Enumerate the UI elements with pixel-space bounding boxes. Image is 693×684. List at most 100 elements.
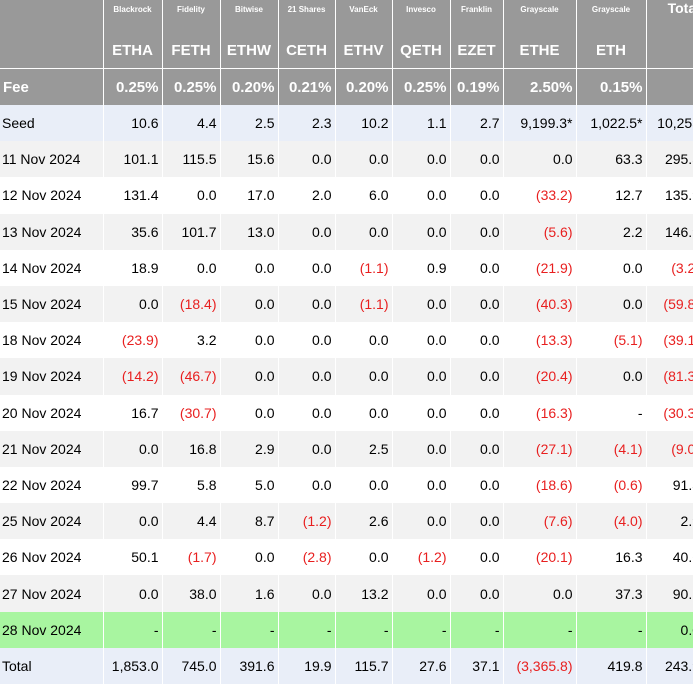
table-row: 20 Nov 2024 16.7 (30.7) 0.0 0.0 0.0 0.0 0.0 (16.… <box>0 394 693 431</box>
total-cell: 40.6 <box>672 549 693 566</box>
fee-cell: 0.21% <box>278 68 336 105</box>
ticker-header: QETH <box>392 32 451 69</box>
flow-cell: 1.6 <box>220 575 279 612</box>
flow-cell: 0.0 <box>335 141 393 178</box>
fee-cell: 2.50% <box>503 68 577 105</box>
flow-cell: 0.0 <box>335 539 393 576</box>
flow-cell: 0.0 <box>450 249 504 286</box>
flow-cell: (7.6) <box>503 503 577 540</box>
fee-cell: 0.25% <box>103 68 163 105</box>
corner-cell <box>0 32 104 69</box>
ticker-header: CETH <box>278 32 336 69</box>
flow-cell: 0.0 <box>278 358 336 395</box>
flow-cell: (30.7) <box>162 394 221 431</box>
flow-cell: 0.0 <box>392 285 451 323</box>
row-label: 12 Nov 2024 <box>0 177 104 214</box>
flow-cell: 745.0 <box>162 647 221 684</box>
flow-cell: 0.0 <box>335 213 393 250</box>
total-cell: (3.2) <box>671 259 693 276</box>
table-row: 12 Nov 2024 131.4 0.0 17.0 2.0 6.0 0.0 0.0 (33.2… <box>0 177 693 214</box>
issuer-header-row: Blackrock Fidelity Bitwise 21 Shares Van… <box>0 0 693 32</box>
flow-cell: - <box>220 611 279 648</box>
row-label: 21 Nov 2024 <box>0 430 104 467</box>
fee-cell: 0.19% <box>450 68 504 105</box>
flow-cell: 0.0 <box>278 322 336 359</box>
ticker-header: FETH <box>162 32 221 69</box>
flow-cell: 0.0 <box>450 575 504 612</box>
flow-cell: 0.0 <box>450 394 504 431</box>
flow-cell: (3,365.8) <box>503 647 577 684</box>
flow-cell: 0.0 <box>576 358 647 395</box>
flow-cell: 38.0 <box>162 575 221 612</box>
row-label: 27 Nov 2024 <box>0 575 104 612</box>
flow-cell: 2.6 <box>335 503 393 540</box>
row-label: 25 Nov 2024 <box>0 503 104 540</box>
ticker-header: ETHA <box>103 32 163 69</box>
total-cell: 146.9 <box>646 213 693 250</box>
ticker-header: ETHW <box>220 32 279 69</box>
flow-cell: 19.9 <box>278 647 336 684</box>
issuer-header: Grayscale <box>503 0 577 32</box>
fee-cell: 0.25% <box>392 68 451 105</box>
flow-cell: 16.3 <box>576 539 647 576</box>
corner-cell <box>0 0 104 32</box>
issuer-header: Blackrock <box>103 0 163 32</box>
total-cell: 90.1 <box>646 575 693 612</box>
table-row: 22 Nov 2024 99.7 5.8 5.0 0.0 0.0 0.0 0.0 (18.6)(… <box>0 466 693 504</box>
flow-cell: 9,199.3* <box>503 105 577 142</box>
flow-cell: 1.1 <box>392 105 451 142</box>
flow-cell: (20.1) <box>503 539 577 576</box>
flow-cell: - <box>576 611 647 648</box>
flow-cell: 13.2 <box>335 575 393 612</box>
flow-cell: 115.5 <box>162 141 221 178</box>
flow-cell: (1.1) <box>335 285 393 323</box>
flow-cell: 0.0 <box>335 358 393 395</box>
row-label: Seed <box>0 105 104 142</box>
flow-cell: 101.1 <box>103 141 163 178</box>
flow-cell: 27.6 <box>392 647 451 684</box>
issuer-header: Grayscale <box>576 0 647 32</box>
issuer-header: Invesco <box>392 0 451 32</box>
ticker-header: ETHV <box>335 32 393 69</box>
ticker-header: ETHE <box>503 32 577 69</box>
flow-cell: 0.0 <box>450 213 504 250</box>
row-label: 11 Nov 2024 <box>0 141 104 178</box>
flow-cell: - <box>103 611 163 648</box>
flow-cell: (14.2) <box>103 358 163 395</box>
flow-cell: 0.0 <box>576 249 647 286</box>
flow-cell: (13.3) <box>503 322 577 359</box>
table-row: 14 Nov 2024 18.9 0.0 0.0 0.0 (1.1) 0.9 0.0 (21.9… <box>0 249 693 286</box>
flow-cell: (1.2) <box>392 539 451 576</box>
flow-cell: 0.0 <box>278 285 336 323</box>
total-cell: (81.3) <box>646 358 693 395</box>
issuer-header: VanEck <box>335 0 393 32</box>
flow-cell: (46.7) <box>162 358 221 395</box>
flow-cell: (18.4) <box>162 285 221 323</box>
ticker-header-row: ETHA FETH ETHW CETH ETHV QETH EZET ETHE … <box>0 32 693 69</box>
flow-cell: 2.2 <box>576 213 647 250</box>
flow-cell: (20.4) <box>503 358 577 395</box>
ticker-header: ETH <box>576 32 647 69</box>
flow-cell: 0.0 <box>335 466 393 504</box>
flow-cell: 0.0 <box>220 285 279 323</box>
flow-cell: 0.0 <box>335 394 393 431</box>
fee-cell: 0.15% <box>576 68 647 105</box>
total-cell: 135.9 <box>664 187 693 204</box>
fee-cell: 0.20% <box>335 68 393 105</box>
flow-cell: 0.0 <box>278 466 336 504</box>
flow-cell: 1,853.0 <box>103 647 163 684</box>
fee-label: Fee <box>0 68 104 105</box>
row-label: 14 Nov 2024 <box>0 249 104 286</box>
row-label: 19 Nov 2024 <box>0 358 104 395</box>
table-row: 19 Nov 2024 (14.2) (46.7) 0.0 0.0 0.0 0.0 0.0 (2… <box>0 358 693 395</box>
flow-cell: 0.0 <box>220 394 279 431</box>
fee-row: Fee 0.25% 0.25% 0.20% 0.21% 0.20% 0.25% … <box>0 68 693 105</box>
flow-cell: (18.6) <box>503 466 577 504</box>
flow-cell: 37.1 <box>450 647 504 684</box>
flow-cell: 0.0 <box>278 249 336 286</box>
flow-cell: 0.0 <box>103 503 163 540</box>
flow-cell: 0.0 <box>450 141 504 178</box>
total-cell: 295.5 <box>646 141 693 178</box>
total-cell: 10,255 <box>646 105 693 142</box>
flow-cell: 0.0 <box>103 285 163 323</box>
